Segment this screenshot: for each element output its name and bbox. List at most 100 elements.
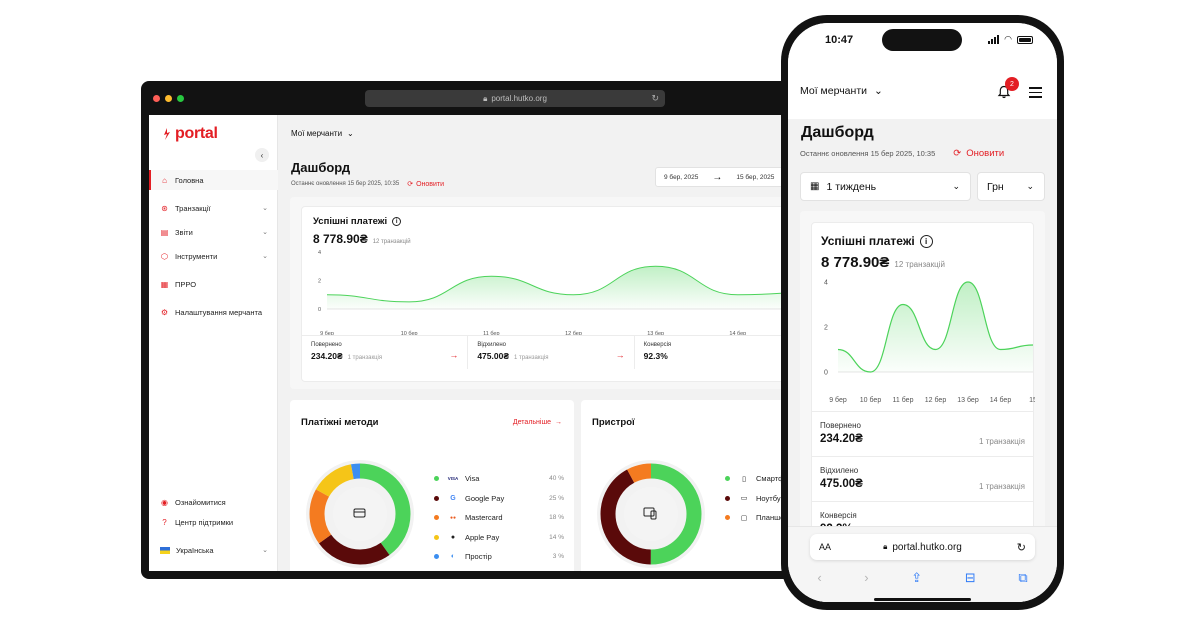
refresh-button[interactable]: ⟳ Оновити <box>953 148 1004 159</box>
sidebar-item-overview[interactable]: ◉ Ознайомитися <box>149 492 278 512</box>
settings-icon: ⚙ <box>160 307 169 317</box>
refresh-label: Оновити <box>966 148 1005 159</box>
status-icons: ◠ <box>988 34 1033 45</box>
eye-icon: ◉ <box>161 497 168 507</box>
chevron-down-icon: ⌄ <box>262 205 268 212</box>
currency-value: Грн <box>987 180 1004 193</box>
date-range-picker[interactable]: 9 бер, 2025 → 15 бер, 2025 <box>655 167 813 187</box>
reload-icon[interactable]: ↻ <box>1016 541 1026 554</box>
period-select[interactable]: ▦ 1 тиждень ⌄ <box>800 172 971 201</box>
address-bar[interactable]: AA 🔒︎ portal.hutko.org ↻ <box>810 534 1035 560</box>
info-icon[interactable]: i <box>392 217 402 226</box>
legend-dot <box>434 554 439 560</box>
legend-dot <box>434 476 439 482</box>
x-tick-label: 9 бер <box>829 396 847 404</box>
stat-declined[interactable]: Відхилено 475.00₴ 1 транзакція → <box>468 336 635 369</box>
sidebar-item-transactions[interactable]: ⊛ Транзакції ⌄ <box>149 198 278 218</box>
smartphone-icon: ▯ <box>742 475 746 483</box>
share-icon[interactable]: ⇪ <box>911 570 923 585</box>
phone-header: Мої мерчанти ⌄ 2 <box>788 59 1057 119</box>
arrow-right-icon[interactable]: → <box>615 350 625 360</box>
stat-refunded[interactable]: Повернено 234.20₴ 1 транзакція → <box>302 336 469 369</box>
currency-select[interactable]: Грн ⌄ <box>977 172 1045 201</box>
chevron-down-icon: ⌄ <box>1026 181 1034 191</box>
success-count: 12 транзакцій <box>894 260 945 269</box>
portal-logo[interactable]: portal <box>161 125 218 143</box>
address-bar[interactable]: 🔒︎ portal.hutko.org ↻ <box>365 90 665 107</box>
sidebar-item-reports[interactable]: ▤ Звіти ⌄ <box>149 222 278 242</box>
success-amount: 8 778.90₴ 12 транзакцій <box>313 232 411 246</box>
visa-icon: VISA <box>447 476 459 482</box>
chevron-down-icon: ⌄ <box>874 85 883 97</box>
forward-icon[interactable]: › <box>864 570 869 585</box>
legend-item: G Google Pay 25 % <box>434 489 564 509</box>
language-selector[interactable]: Українська ⌄ <box>149 540 278 560</box>
legend-item: VISA Visa 40 % <box>434 469 564 489</box>
x-tick-label: 11 бер <box>893 396 914 404</box>
stat-sub: 1 транзакція <box>979 437 1025 446</box>
menu-icon[interactable] <box>1029 87 1042 101</box>
stat-declined[interactable]: Відхилено 475.00₴ 1 транзакція <box>812 456 1033 501</box>
devices-legend: ▯ Смартфони ▭ Ноутбуки ▢ Планшети <box>725 469 813 528</box>
maximize-window-button[interactable] <box>177 95 184 102</box>
legend-dot <box>434 515 439 521</box>
browser-nav-tools: ‹ › ⇪ ⊟ ⧉ <box>788 570 1057 586</box>
merchants-dropdown[interactable]: Мої мерчанти ⌄ <box>291 129 354 138</box>
sidebar-item-support[interactable]: ? Центр підтримки <box>149 512 278 532</box>
sidebar-item-label: Головна <box>175 175 204 185</box>
sidebar-item-label: Звіти <box>175 227 193 237</box>
stat-label: Повернено <box>311 342 342 348</box>
sidebar-item-tools[interactable]: ⬡ Інструменти ⌄ <box>149 246 278 266</box>
devices-donut <box>597 460 705 568</box>
x-tick-label: 14 бер <box>729 331 746 337</box>
details-link[interactable]: Детальніше → <box>513 419 562 426</box>
y-tick-label: 2 <box>824 324 828 331</box>
arrow-right-icon[interactable]: → <box>449 350 459 360</box>
sidebar-item-label: Центр підтримки <box>175 517 234 527</box>
success-payments-panel: Успішні платежі i 8 778.90₴ 12 транзакці… <box>301 206 802 382</box>
legend-dot <box>434 534 439 540</box>
mastercard-icon: ●● <box>449 514 457 521</box>
minimize-window-button[interactable] <box>165 95 172 102</box>
last-update-row: Останнє оновлення 15 бер 2025, 10:35 ⟳ О… <box>800 148 1004 159</box>
merchants-dropdown[interactable]: Мої мерчанти ⌄ <box>800 85 883 97</box>
legend-item: ▭ Ноутбуки <box>725 489 813 509</box>
legend-percent: 25 % <box>549 494 564 502</box>
apple-icon: ● <box>450 533 456 541</box>
legend-percent: 40 % <box>549 475 564 483</box>
reader-options-button[interactable]: AA <box>819 542 832 552</box>
x-tick-label: 10 бер <box>401 331 418 337</box>
last-update-text: Останнє оновлення 15 бер 2025, 10:35 <box>800 149 936 158</box>
stat-refunded[interactable]: Повернено 234.20₴ 1 транзакція <box>812 411 1033 456</box>
home-icon: ⌂ <box>162 175 167 185</box>
legend-percent: 3 % <box>552 553 564 561</box>
sidebar-item-label: Налаштування мерчанта <box>175 307 262 317</box>
last-update-text: Останнє оновлення 15 бер 2025, 10:35 <box>291 181 400 187</box>
period-value: 1 тиждень <box>826 180 877 193</box>
success-payments-card: Успішні платежі i 8 778.90₴ 12 транзакці… <box>290 197 810 389</box>
legend-item: ◐ Простір 3 % <box>434 547 564 567</box>
reload-icon[interactable]: ↻ <box>651 93 659 103</box>
calendar-icon: ▦ <box>810 181 820 192</box>
stat-value: 475.00₴ <box>477 351 509 361</box>
donut-slice <box>309 463 411 565</box>
info-icon[interactable]: i <box>919 234 933 248</box>
collapse-sidebar-button[interactable]: ‹ <box>255 148 269 162</box>
success-payments-chart: 4 2 0 9 бер 10 бер 11 бер 12 бер 13 бер 14 бер 15 <box>824 279 1035 404</box>
sidebar-item-prro[interactable]: ▦ ПРРО <box>149 274 278 294</box>
refresh-button[interactable]: ⟳ Оновити <box>407 180 444 189</box>
status-time: 10:47 <box>825 34 854 46</box>
bookmarks-icon[interactable]: ⊟ <box>964 570 976 585</box>
tabs-icon[interactable]: ⧉ <box>1018 570 1028 585</box>
dynamic-island <box>882 29 962 51</box>
sidebar-item-home[interactable]: ⌂ Головна <box>149 170 278 190</box>
chart-area-fill <box>838 282 1033 372</box>
x-tick-label: 13 бер <box>957 396 979 404</box>
back-icon[interactable]: ‹ <box>817 570 822 585</box>
last-update-row: Останнє оновлення 15 бер 2025, 10:35 ⟳ О… <box>291 180 444 189</box>
sidebar: portal ‹ ⌂ Головна ⊛ Транзакції ⌄ ▤ Звіт… <box>149 115 278 571</box>
close-window-button[interactable] <box>153 95 160 102</box>
stat-value: 475.00₴ <box>820 478 863 490</box>
x-tick-label: 13 бер <box>647 331 664 337</box>
sidebar-item-merchant-settings[interactable]: ⚙ Налаштування мерчанта <box>149 302 278 322</box>
